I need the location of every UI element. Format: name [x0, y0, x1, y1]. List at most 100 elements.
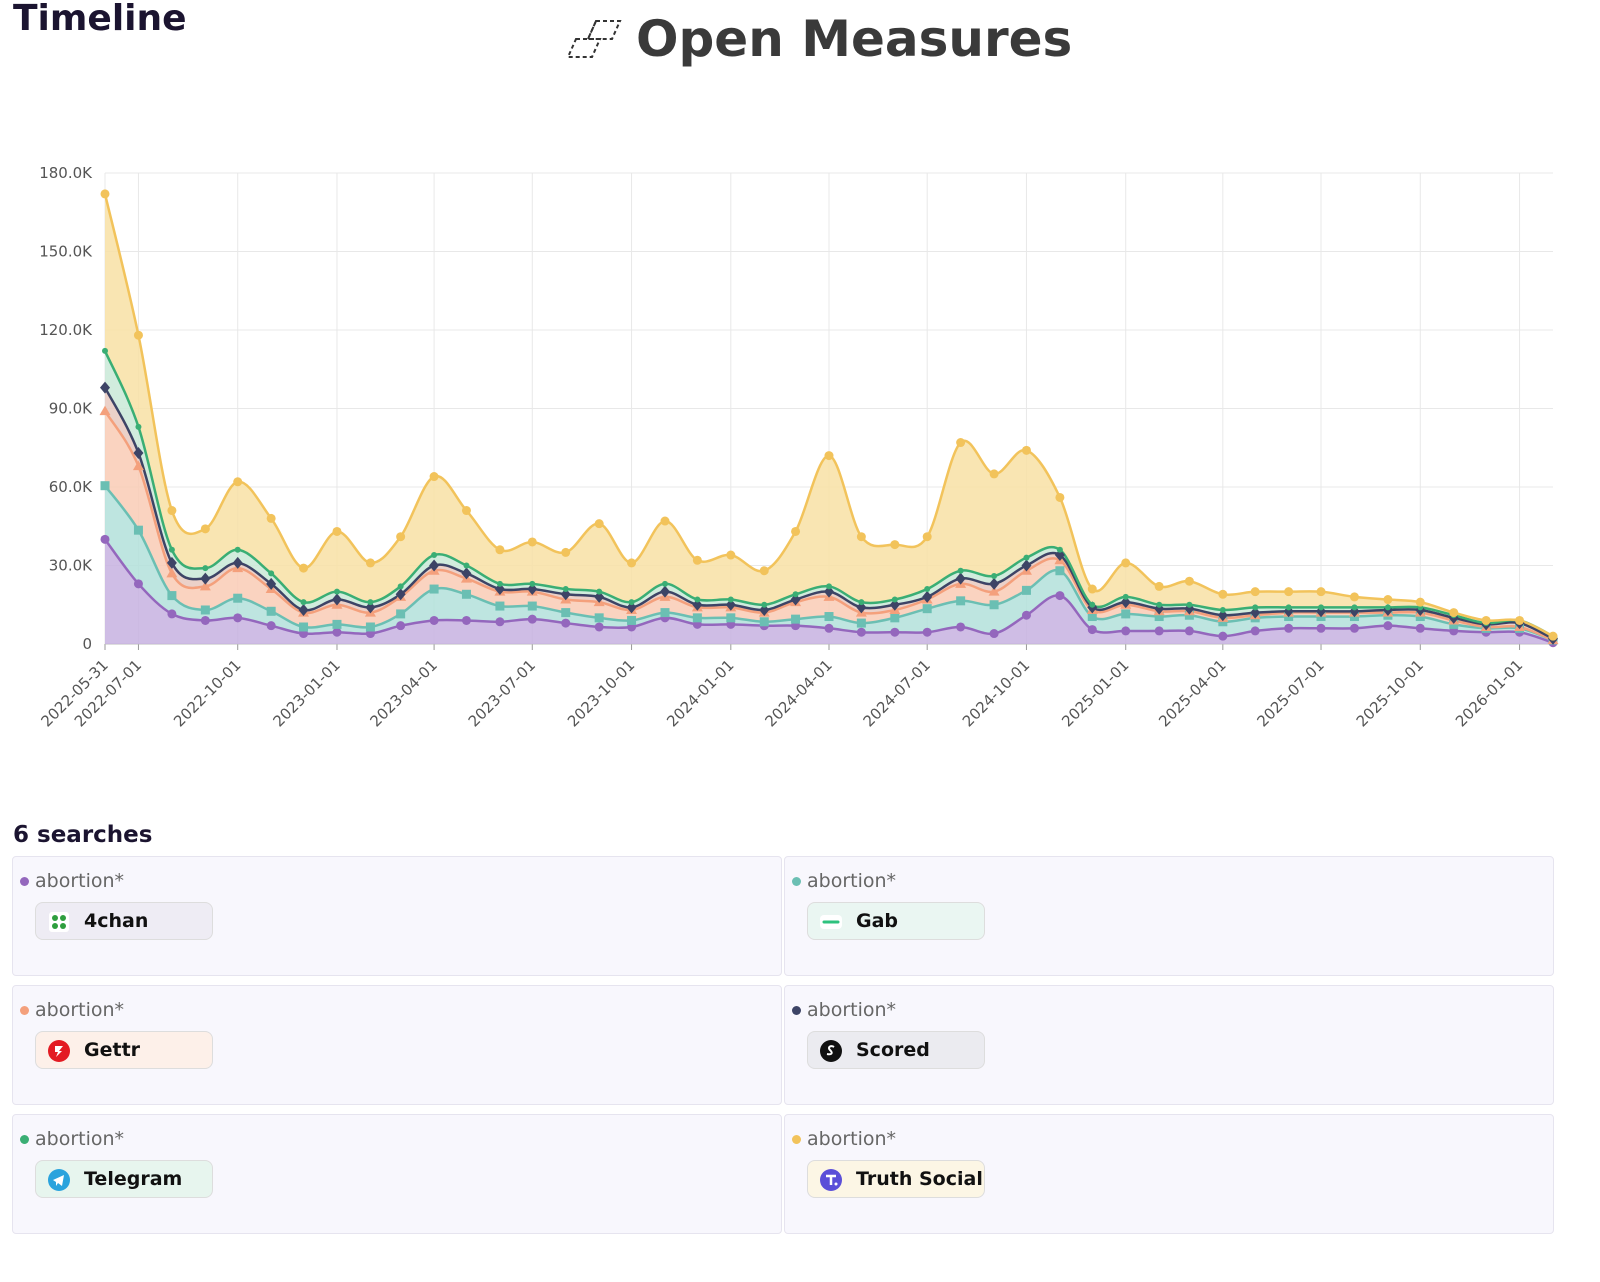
- search-card[interactable]: abortion* 4chan: [12, 856, 782, 976]
- marker: [135, 423, 142, 430]
- marker: [463, 562, 470, 569]
- marker: [200, 524, 210, 534]
- marker: [792, 591, 799, 598]
- markers: [99, 189, 1559, 648]
- brand-logo: [566, 20, 622, 58]
- marker: [300, 599, 307, 606]
- marker: [395, 588, 406, 601]
- marker: [431, 552, 438, 559]
- marker: [1250, 626, 1260, 636]
- marker: [1021, 559, 1032, 572]
- marker: [461, 567, 472, 580]
- legend-label: Truth Social: [856, 1168, 983, 1190]
- legend-label: Gab: [856, 910, 899, 932]
- marker: [790, 593, 801, 606]
- marker: [594, 622, 604, 632]
- marker: [132, 460, 144, 471]
- marker: [527, 583, 538, 596]
- x-tick-label: 2025-07-01: [1253, 656, 1327, 730]
- marker: [1548, 631, 1558, 641]
- marker: [726, 613, 736, 623]
- marker: [1021, 585, 1031, 595]
- x-tick-label: 2026-01-01: [1452, 656, 1526, 730]
- platform-chip[interactable]: 4chan: [35, 902, 213, 940]
- marker: [824, 451, 834, 461]
- platform-chip[interactable]: Scored: [807, 1031, 985, 1069]
- marker: [527, 601, 537, 611]
- platform-icon: [820, 1040, 842, 1062]
- marker: [1217, 609, 1228, 622]
- marker: [856, 627, 866, 637]
- marker: [1154, 581, 1164, 591]
- marker: [167, 506, 177, 516]
- search-card[interactable]: abortion* Telegram: [12, 1114, 782, 1234]
- platform-chip[interactable]: Gettr: [35, 1031, 213, 1069]
- y-tick-label: 150.0K: [39, 243, 93, 261]
- marker: [1055, 566, 1065, 576]
- marker: [232, 556, 243, 569]
- marker: [332, 619, 342, 629]
- marker: [494, 583, 505, 596]
- marker: [365, 558, 375, 568]
- search-card[interactable]: abortion* Gettr: [12, 985, 782, 1105]
- marker: [660, 516, 670, 526]
- marker: [298, 603, 309, 616]
- marker: [1122, 593, 1129, 600]
- marker: [1056, 546, 1063, 553]
- marker: [1121, 558, 1131, 568]
- marker: [726, 550, 736, 560]
- marker: [956, 438, 966, 448]
- marker: [1415, 623, 1425, 633]
- marker: [332, 526, 342, 536]
- legend-label: Gettr: [84, 1039, 141, 1061]
- marker: [1219, 606, 1226, 613]
- platform-icon: [48, 1169, 70, 1191]
- marker: [1285, 604, 1292, 611]
- marker: [429, 472, 439, 482]
- marker: [1023, 554, 1030, 561]
- marker: [367, 599, 374, 606]
- marker: [1415, 597, 1425, 607]
- marker: [626, 601, 637, 614]
- legend-label: 4chan: [84, 910, 149, 932]
- platform-chip[interactable]: Telegram: [35, 1160, 213, 1198]
- marker: [199, 580, 211, 591]
- area: [105, 485, 1553, 643]
- marker: [200, 605, 210, 615]
- marker: [396, 621, 406, 631]
- marker: [1156, 601, 1163, 608]
- search-color: [792, 1006, 801, 1015]
- marker: [922, 532, 932, 542]
- marker: [1154, 612, 1164, 622]
- marker: [694, 596, 701, 603]
- marker: [957, 567, 964, 574]
- marker: [561, 547, 571, 557]
- marker: [133, 446, 144, 459]
- series-line: [103, 193, 1554, 638]
- search-query: abortion*: [807, 999, 897, 1021]
- marker: [761, 601, 768, 608]
- page-title: Timeline: [13, 0, 187, 39]
- platform-chip[interactable]: Truth Social: [807, 1160, 985, 1198]
- marker: [1154, 626, 1164, 636]
- searches-title: 6 searches: [13, 822, 153, 848]
- search-query: abortion*: [35, 999, 125, 1021]
- search-card[interactable]: abortion* Gab: [784, 856, 1554, 976]
- x-tick-label: 2025-04-01: [1155, 656, 1229, 730]
- marker: [429, 559, 440, 572]
- marker: [529, 580, 536, 587]
- marker: [527, 614, 537, 624]
- platform-chip[interactable]: Gab: [807, 902, 985, 940]
- marker: [1055, 492, 1065, 502]
- marker: [100, 481, 110, 491]
- marker: [956, 596, 966, 606]
- marker: [1383, 595, 1393, 605]
- marker: [596, 588, 603, 595]
- platform-icon: [49, 912, 69, 932]
- search-card[interactable]: abortion* Truth Social: [784, 1114, 1554, 1234]
- search-card[interactable]: abortion* Scored: [784, 985, 1554, 1105]
- marker: [890, 627, 900, 637]
- marker: [991, 572, 998, 579]
- platform-icon: [48, 1040, 70, 1062]
- marker: [233, 477, 243, 487]
